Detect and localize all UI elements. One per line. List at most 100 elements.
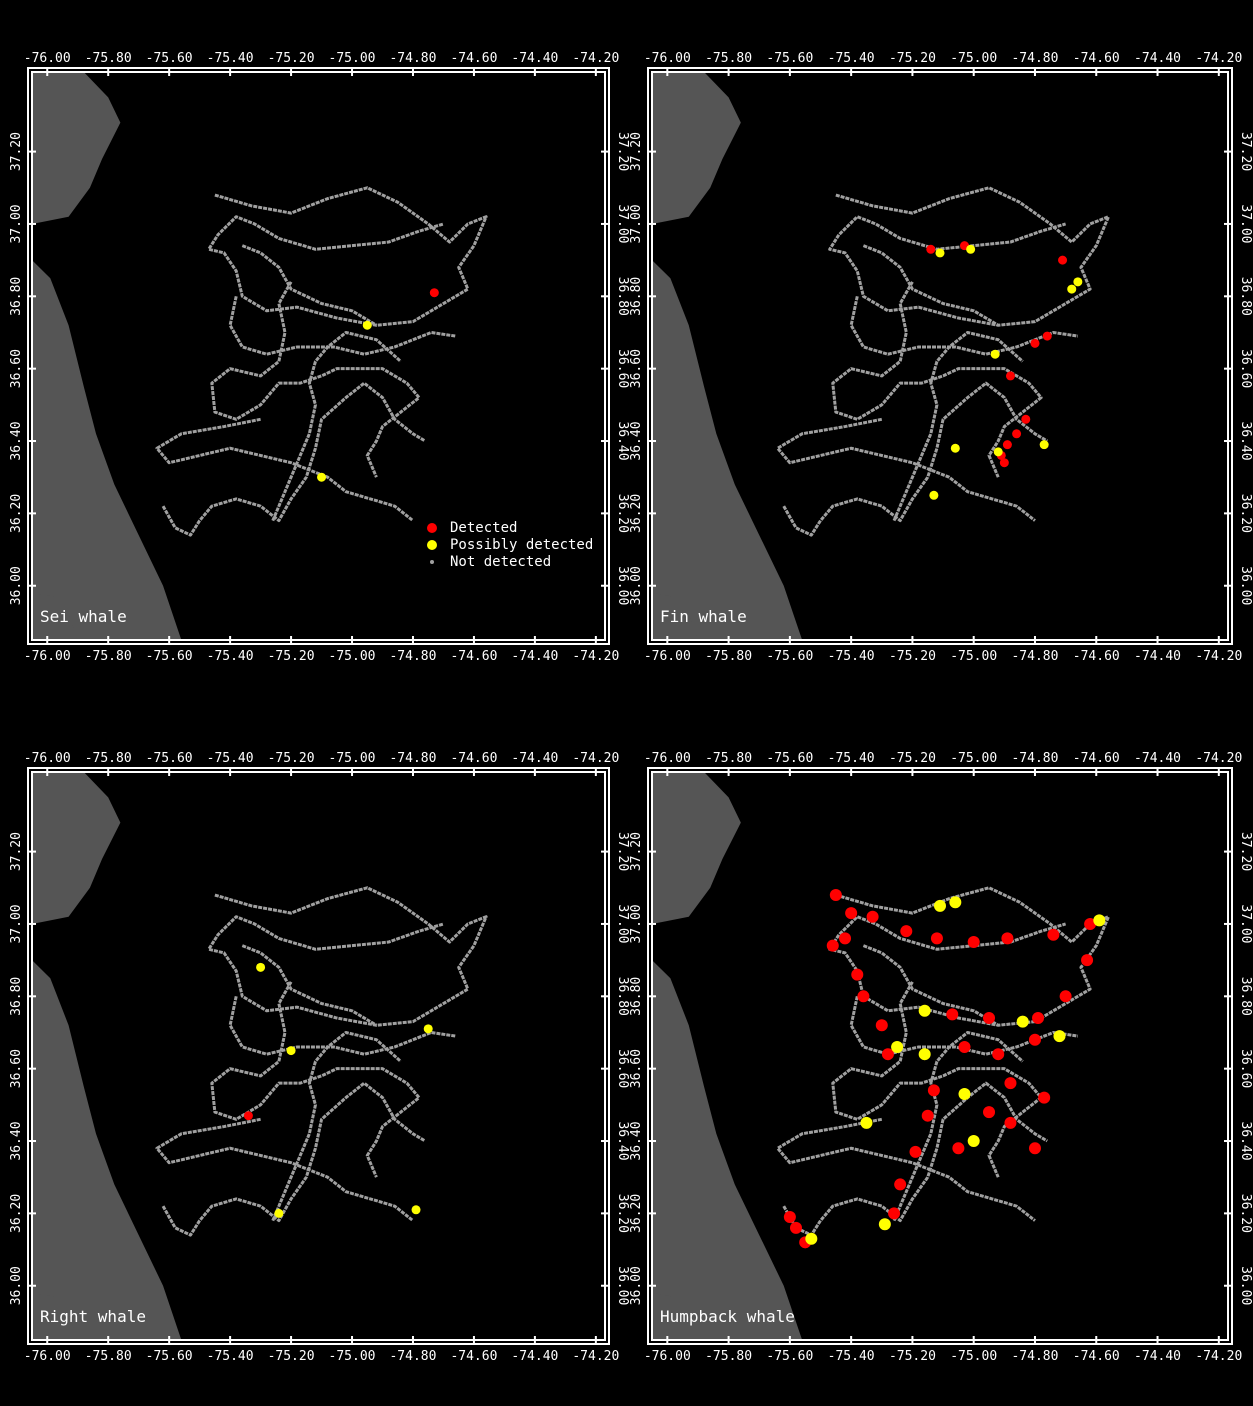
x-tick-label-bottom: -75.20 (889, 649, 936, 664)
x-tick-label-top: -74.40 (511, 51, 558, 66)
detected-point (826, 939, 839, 952)
track-segment (161, 381, 426, 537)
x-tick-label-bottom: -75.80 (705, 1349, 752, 1364)
x-tick-label-bottom: -75.40 (828, 649, 875, 664)
detected-point (783, 1210, 796, 1223)
possibly-detected-point (286, 1046, 296, 1056)
y-tick-label-left: 36.60 (629, 349, 644, 388)
possibly-detected-point (1053, 1030, 1066, 1043)
x-tick-label-top: -75.60 (766, 51, 813, 66)
y-tick-label-left: 36.40 (629, 421, 644, 460)
x-tick-label-bottom: -76.00 (24, 1349, 71, 1364)
y-tick-label-left: 37.20 (629, 132, 644, 171)
detected-point (1028, 1142, 1041, 1155)
detected-point (857, 990, 870, 1003)
x-tick-label-top: -74.40 (1134, 51, 1181, 66)
detected-point (1059, 990, 1072, 1003)
detected-point (967, 936, 980, 949)
track-segment (828, 186, 1111, 327)
y-tick-label-left: 37.20 (9, 132, 24, 171)
x-tick-label-bottom: -75.20 (268, 1349, 315, 1364)
map-area (32, 72, 488, 640)
detected-point (983, 1106, 996, 1119)
legend-marker-possibly (427, 540, 437, 550)
x-tick-label-bottom: -74.60 (1073, 1349, 1120, 1364)
y-tick-label-right: 36.80 (1238, 977, 1253, 1016)
map-frame (31, 71, 606, 641)
y-tick-label-left: 36.80 (9, 977, 24, 1016)
detected-point (983, 1012, 996, 1025)
x-tick-label-bottom: -75.80 (705, 649, 752, 664)
land-2 (652, 260, 803, 640)
possibly-detected-point (949, 896, 962, 909)
y-tick-label-left: 36.20 (629, 1194, 644, 1233)
detected-point (921, 1109, 934, 1122)
map-area (652, 772, 1111, 1340)
panel-title: Humpback whale (660, 1307, 795, 1326)
detected-point (1028, 1033, 1041, 1046)
x-tick-label-bottom: -75.60 (766, 1349, 813, 1364)
legend-marker-detected (427, 523, 437, 533)
map-frame-outer (27, 67, 610, 645)
x-tick-label-top: -74.20 (1195, 751, 1242, 766)
y-tick-label-left: 37.20 (629, 832, 644, 871)
y-tick-label-right: 36.40 (1238, 421, 1253, 460)
detected-point (829, 889, 842, 902)
map-frame (31, 771, 606, 1341)
detected-point (1030, 338, 1040, 348)
y-tick-label-left: 37.00 (9, 904, 24, 943)
detected-point (946, 1008, 959, 1021)
track-segment (155, 417, 414, 522)
detected-point (1005, 371, 1015, 381)
x-tick-label-top: -75.40 (828, 51, 875, 66)
detected-point (1012, 429, 1022, 439)
detected-point (909, 1145, 922, 1158)
map-frame-outer (647, 767, 1233, 1345)
y-tick-label-right: 36.20 (1238, 494, 1253, 533)
detected-point (1042, 331, 1052, 341)
possibly-detected-point (362, 320, 372, 330)
x-tick-label-top: -75.60 (146, 751, 193, 766)
possibly-detected-point (966, 244, 976, 254)
x-tick-label-top: -75.80 (85, 51, 132, 66)
map-panel-4: -76.00 -76.00 -75.80 -75.80 -75.60 -75.60 -75.… (629, 751, 1253, 1364)
x-tick-label-bottom: -74.60 (1073, 649, 1120, 664)
detected-point (243, 1111, 253, 1121)
x-tick-label-top: -75.80 (85, 751, 132, 766)
x-tick-label-top: -75.60 (146, 51, 193, 66)
detected-point (866, 910, 879, 923)
x-tick-label-top: -74.40 (511, 751, 558, 766)
x-tick-label-bottom: -74.20 (572, 649, 619, 664)
x-tick-label-top: -74.20 (572, 751, 619, 766)
x-tick-label-bottom: -74.40 (511, 649, 558, 664)
x-tick-label-bottom: -75.40 (207, 649, 254, 664)
x-tick-label-bottom: -74.60 (450, 1349, 497, 1364)
possibly-detected-point (860, 1116, 873, 1129)
track-segment (271, 1030, 402, 1222)
track-segment (228, 995, 456, 1056)
land-3 (32, 592, 78, 640)
detected-point (790, 1221, 802, 1234)
land-1 (652, 772, 741, 924)
x-tick-label-bottom: -75.80 (85, 649, 132, 664)
track-segment (862, 944, 999, 1027)
x-tick-label-top: -75.20 (268, 751, 315, 766)
y-tick-label-left: 36.00 (9, 566, 24, 605)
panel-title: Sei whale (40, 607, 127, 626)
detected-point (851, 968, 864, 981)
x-tick-label-top: -74.80 (389, 751, 436, 766)
y-tick-label-right: 37.00 (615, 904, 630, 943)
land-3 (652, 1292, 698, 1340)
x-tick-label-bottom: -74.80 (389, 1349, 436, 1364)
y-tick-label-left: 36.60 (9, 349, 24, 388)
x-tick-label-bottom: -76.00 (644, 649, 691, 664)
x-tick-label-top: -74.80 (389, 51, 436, 66)
x-tick-label-bottom: -76.00 (24, 649, 71, 664)
detected-point (875, 1019, 888, 1032)
possibly-detected-point (967, 1135, 980, 1148)
x-tick-label-bottom: -75.20 (268, 649, 315, 664)
x-tick-label-bottom: -75.00 (950, 1349, 997, 1364)
y-tick-label-left: 36.80 (629, 977, 644, 1016)
